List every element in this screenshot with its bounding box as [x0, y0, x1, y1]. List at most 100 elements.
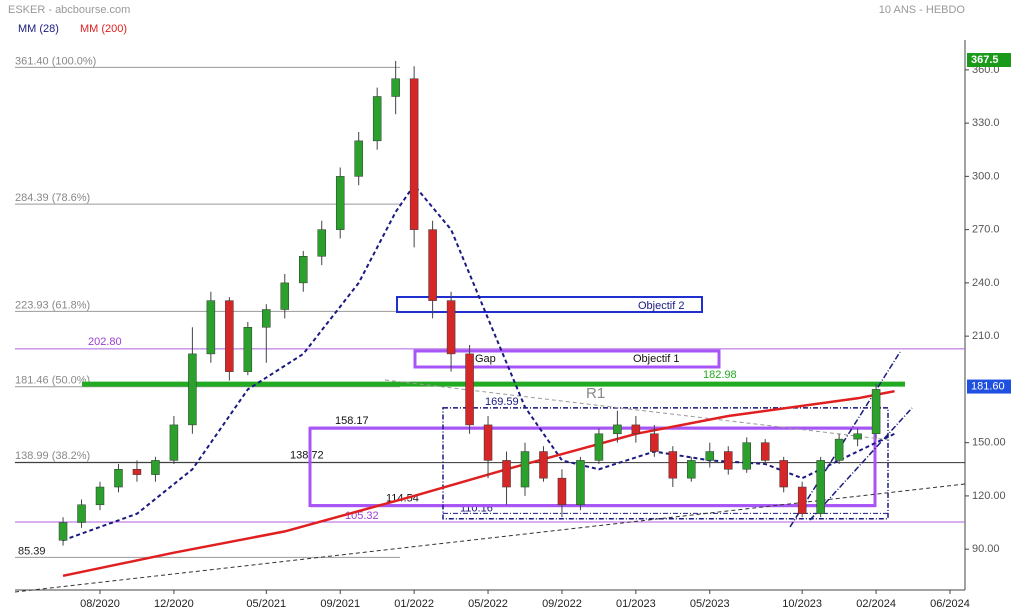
candle-body — [465, 353, 474, 426]
candle-body — [650, 433, 659, 452]
candle-body — [557, 477, 567, 506]
candle-body — [705, 451, 715, 461]
x-tick-label: 05/2023 — [690, 598, 730, 610]
candle-body — [114, 469, 123, 488]
candle-body — [797, 486, 807, 514]
price-tag-label: 367.5 — [971, 54, 999, 66]
candle-body — [834, 438, 844, 461]
moving-average — [62, 183, 896, 542]
candle-body — [58, 522, 68, 541]
x-tick-label: 08/2020 — [80, 598, 120, 610]
candle-body — [391, 78, 400, 97]
y-tick-label: 210.0 — [972, 330, 1000, 342]
candle-body — [687, 460, 696, 479]
candle-body — [631, 424, 641, 435]
candle-body — [132, 469, 142, 475]
candle-body — [299, 256, 308, 284]
y-tick-label: 330.0 — [972, 117, 1000, 129]
level-label: 223.93 (61.8%) — [15, 299, 90, 311]
candle-body — [428, 229, 437, 301]
candle-body — [77, 504, 86, 523]
x-tick-label: 05/2021 — [246, 598, 286, 610]
candle-body — [668, 451, 678, 479]
annotation: Objectif 1 — [633, 353, 679, 365]
x-tick-label: 12/2020 — [154, 598, 194, 610]
objective-box — [396, 296, 703, 313]
candle-body — [243, 327, 253, 372]
x-tick-label: 02/2024 — [856, 598, 896, 610]
trend-line — [14, 483, 966, 593]
price-tag-label: 181.60 — [971, 380, 1005, 392]
candle-body — [446, 300, 456, 355]
candle-body — [169, 424, 179, 461]
candle-body — [188, 353, 197, 426]
candle-body — [262, 309, 271, 328]
annotation-box — [308, 426, 877, 508]
candle-body — [280, 282, 290, 310]
x-tick-label: 01/2022 — [394, 598, 434, 610]
x-tick-label: 06/2024 — [930, 598, 970, 610]
candle-body — [335, 176, 345, 230]
level-label: 110.16 — [460, 502, 493, 514]
candle-body — [816, 460, 825, 514]
channel-line — [809, 407, 913, 521]
candle-body — [372, 96, 382, 142]
price-tag — [967, 379, 1011, 394]
candle-body — [317, 229, 326, 257]
x-tick-label: 10/2023 — [782, 598, 822, 610]
y-tick-label: 240.0 — [972, 277, 1000, 289]
candle-body — [576, 460, 585, 506]
candle-body — [853, 433, 862, 440]
candle-body — [502, 460, 511, 488]
candle-body — [742, 442, 751, 470]
candle-body — [206, 300, 216, 355]
annotation: Gap — [475, 353, 496, 365]
candle-body — [779, 460, 788, 488]
chart-subtitle: 10 ANS - HEBDO — [879, 4, 966, 16]
candle-body — [483, 424, 493, 461]
legend-entry: MM (200) — [80, 23, 127, 35]
annotation: Objectif 2 — [638, 300, 684, 312]
y-tick-label: 270.0 — [972, 224, 1000, 236]
candle-body — [225, 300, 234, 372]
level-label: 182.98 — [703, 369, 737, 381]
level-label: 85.39 — [18, 545, 46, 557]
x-tick-label: 01/2023 — [616, 598, 656, 610]
level-label: 158.17 — [335, 415, 369, 427]
objective-box — [413, 349, 721, 369]
level-label: 169.59 — [485, 396, 519, 408]
x-tick-label: 05/2022 — [468, 598, 508, 610]
chart-title: ESKER - abcbourse.com — [8, 4, 130, 16]
y-tick-label: 120.00 — [972, 490, 1006, 502]
candle-body — [594, 433, 604, 461]
y-tick-label: 90.00 — [972, 543, 1000, 555]
candle-body — [520, 451, 530, 488]
moving-average — [62, 389, 895, 578]
candle-body — [95, 486, 105, 506]
candle-body — [724, 451, 733, 470]
candle-body — [409, 78, 419, 230]
candle-body — [760, 442, 770, 461]
y-tick-label: 150.00 — [972, 437, 1006, 449]
annotation-box — [442, 407, 889, 520]
channel-line — [789, 351, 901, 528]
candle-body — [871, 389, 881, 435]
legend-entry: MM (28) — [18, 23, 59, 35]
candle-body — [151, 460, 160, 475]
x-tick-label: 09/2022 — [542, 598, 582, 610]
level-label: 105.32 — [345, 510, 379, 522]
level-label: 138.72 — [290, 450, 324, 462]
level-label: 284.39 (78.6%) — [15, 192, 90, 204]
level-label: 181.46 (50.0%) — [15, 375, 90, 387]
x-tick-label: 09/2021 — [320, 598, 360, 610]
y-tick-label: 300.0 — [972, 170, 1000, 182]
annotation: R1 — [586, 385, 605, 402]
candle-body — [613, 424, 622, 435]
level-label: 361.40 (100.0%) — [15, 55, 96, 67]
candle-body — [539, 451, 548, 479]
level-label: 138.99 (38.2%) — [15, 450, 90, 462]
level-label: 202.80 — [88, 336, 122, 348]
price-tag — [967, 53, 1011, 67]
candle-body — [354, 140, 363, 177]
